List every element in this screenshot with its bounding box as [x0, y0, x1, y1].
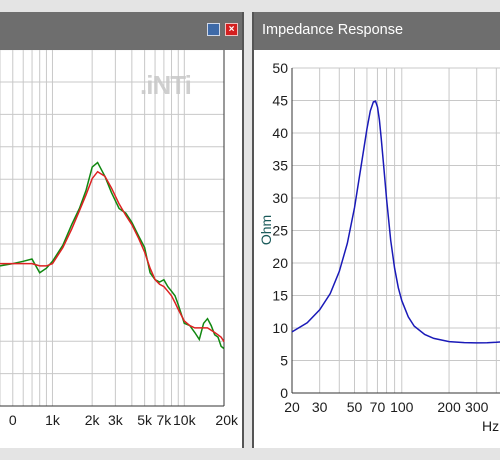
y-tick-label: 30 — [272, 190, 288, 206]
y-tick-label: 10 — [272, 320, 288, 336]
y-tick-label: 0 — [280, 385, 288, 401]
x-tick-label: 2k — [85, 412, 101, 428]
y-tick-label: 45 — [272, 93, 288, 109]
x-tick-label: 300 — [465, 399, 489, 415]
y-tick-label: 15 — [272, 288, 288, 304]
impedance-response-titlebar[interactable]: Impedance Response — [254, 12, 500, 50]
y-axis-title: Ohm — [258, 215, 274, 245]
x-tick-label: 10k — [173, 412, 197, 428]
measured-response-line — [0, 161, 225, 350]
x-tick-label: 70 — [370, 399, 386, 415]
x-tick-label: 1k — [45, 412, 61, 428]
impedance-response-chart: 0510152025303540455020305070100200300500… — [258, 60, 500, 434]
frequency-response-titlebar[interactable]: × — [0, 12, 242, 50]
frequency-response-window: × .iNTi 0 1k 2k 3k 5k 7k 10k 20k — [0, 12, 244, 448]
frequency-response-chart: 0 1k 2k 3k 5k 7k 10k 20k — [0, 50, 239, 428]
impedance-curve — [291, 100, 500, 344]
nti-logo: .iNTi — [140, 70, 192, 100]
y-tick-label: 40 — [272, 125, 288, 141]
y-tick-label: 20 — [272, 255, 288, 271]
x-tick-label: 7k — [156, 412, 172, 428]
x-tick-label: 200 — [437, 399, 461, 415]
x-axis-title: Hz — [482, 418, 499, 434]
x-tick-label: 0 — [9, 412, 17, 428]
y-tick-label: 50 — [272, 60, 288, 76]
y-tick-label: 5 — [280, 353, 288, 369]
y-tick-label: 25 — [272, 223, 288, 239]
x-tick-label: 20 — [284, 399, 300, 415]
x-tick-label: 20k — [215, 412, 239, 428]
x-tick-label: 3k — [108, 412, 124, 428]
x-tick-label: 30 — [312, 399, 328, 415]
window-title: Impedance Response — [262, 22, 404, 38]
x-tick-label: 50 — [347, 399, 363, 415]
y-tick-label: 35 — [272, 158, 288, 174]
x-tick-label: 100 — [390, 399, 414, 415]
smoothed-response-line — [0, 170, 225, 343]
x-tick-label: 5k — [137, 412, 153, 428]
restore-window-icon[interactable] — [207, 23, 220, 36]
close-icon[interactable]: × — [225, 23, 238, 36]
impedance-response-window: Impedance Response 0 5 10 15 20 25 30 35 40 45 50 2… — [252, 12, 500, 448]
